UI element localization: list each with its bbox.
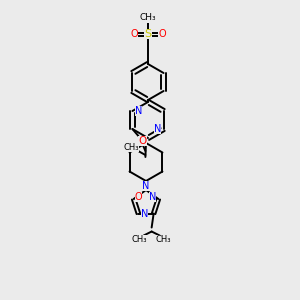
Text: CH₃: CH₃ xyxy=(124,142,139,152)
Text: N: N xyxy=(135,106,142,116)
Text: N: N xyxy=(141,208,148,218)
Text: N: N xyxy=(154,124,161,134)
Text: O: O xyxy=(138,136,146,146)
Text: N: N xyxy=(142,181,150,191)
Text: O: O xyxy=(135,192,142,202)
Text: O: O xyxy=(130,29,138,39)
Text: N: N xyxy=(149,192,156,202)
Text: O: O xyxy=(158,29,166,39)
Text: CH₃: CH₃ xyxy=(132,235,147,244)
Text: S: S xyxy=(144,29,152,39)
Text: CH₃: CH₃ xyxy=(156,235,171,244)
Text: CH₃: CH₃ xyxy=(140,14,156,22)
